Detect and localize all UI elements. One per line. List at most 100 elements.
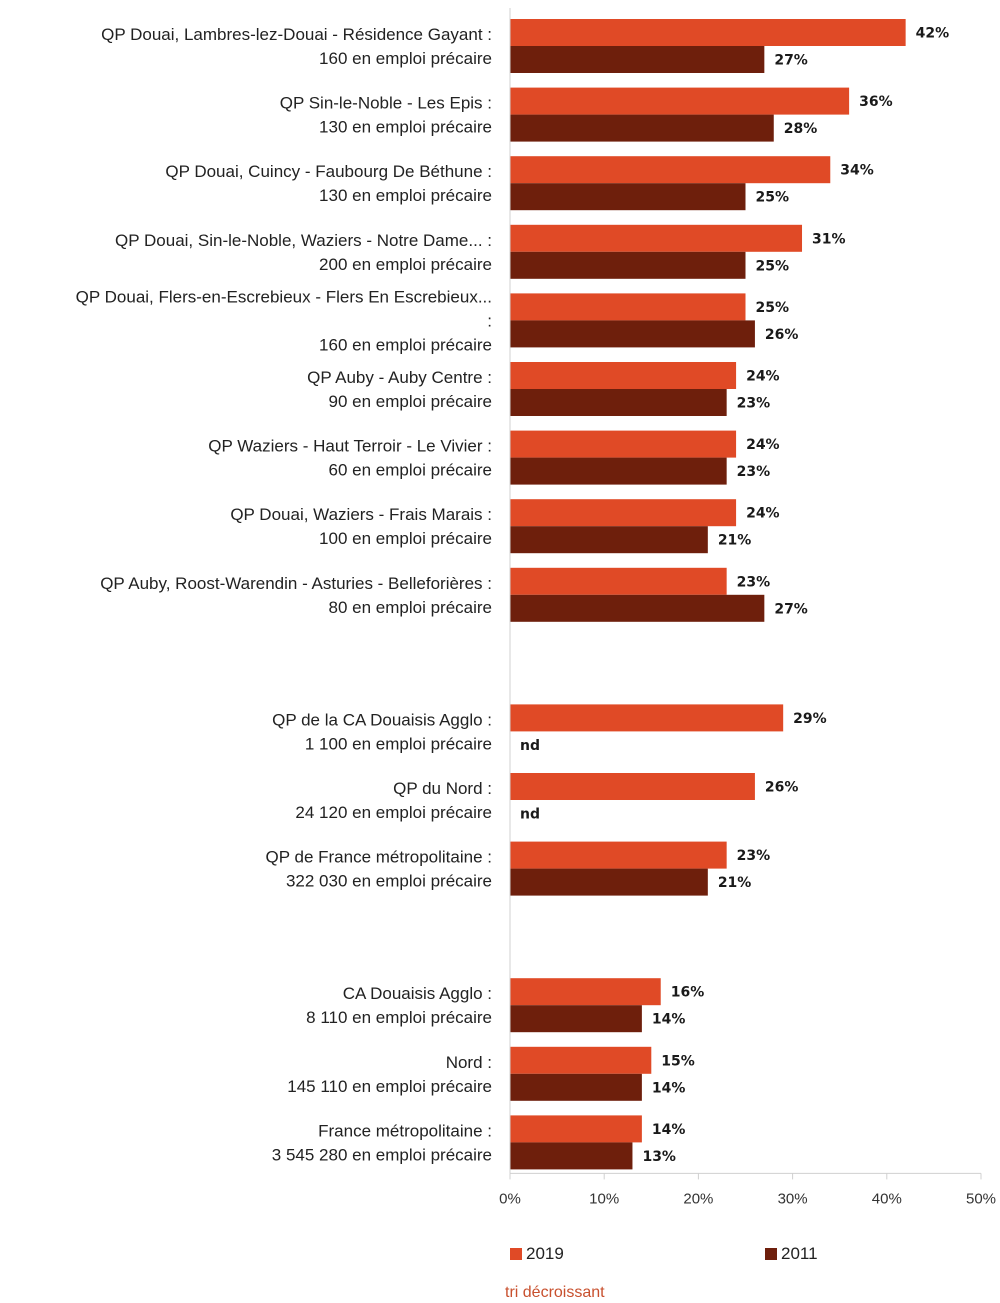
category-label: QP Douai, Flers-en-Escrebieux - Flers En…	[76, 287, 492, 306]
bar-2011	[510, 320, 755, 348]
x-tick-label: 50%	[966, 1190, 996, 1207]
x-tick-label: 20%	[683, 1190, 713, 1207]
bar-2019	[510, 978, 661, 1006]
value-label-2019: 16%	[671, 985, 705, 1001]
value-label-2011: 23%	[737, 464, 771, 480]
bar-chart: QP Douai, Lambres-lez-Douai - Résidence …	[76, 8, 996, 1207]
category-label: 160 en emploi précaire	[319, 335, 492, 354]
bar-2019	[510, 704, 784, 732]
bar-2019	[510, 841, 727, 869]
value-label-2019: 23%	[737, 848, 771, 864]
legend-label-2019: 2019	[526, 1244, 564, 1263]
bar-2019	[510, 1046, 652, 1074]
value-label-2011: 28%	[784, 121, 818, 137]
category-label: 145 110 en emploi précaire	[287, 1077, 492, 1096]
bar-2019	[510, 156, 831, 184]
category-label: France métropolitaine :	[318, 1121, 492, 1140]
category-label: 1 100 en emploi précaire	[305, 734, 492, 753]
value-label-2019: 42%	[916, 26, 950, 42]
category-label: 130 en emploi précaire	[319, 118, 492, 137]
category-label: 3 545 280 en emploi précaire	[272, 1145, 492, 1164]
category-label: 130 en emploi précaire	[319, 186, 492, 205]
value-label-2019: 36%	[859, 94, 893, 110]
value-label-2011: 25%	[756, 258, 790, 274]
value-label-2011: 26%	[765, 327, 799, 343]
category-label: Nord :	[446, 1053, 492, 1072]
sort-note: tri décroissant	[505, 1284, 605, 1301]
category-label: CA Douaisis Agglo :	[343, 984, 492, 1003]
category-label: QP Waziers - Haut Terroir - Le Vivier :	[208, 437, 492, 456]
bar-2019	[510, 499, 737, 527]
bar-2019	[510, 1115, 642, 1143]
bar-2011	[510, 46, 765, 73]
category-label: 80 en emploi précaire	[329, 598, 492, 617]
category-label: 200 en emploi précaire	[319, 255, 492, 274]
category-label: QP Douai, Waziers - Frais Marais :	[230, 505, 492, 524]
value-label-2019: 31%	[812, 231, 846, 247]
value-label-2011: 27%	[774, 601, 808, 617]
bar-2019	[510, 567, 727, 595]
value-label-2019: 24%	[746, 437, 780, 453]
value-label-2011: nd	[520, 807, 540, 823]
bar-2019	[510, 224, 803, 252]
bar-2019	[510, 19, 906, 46]
value-label-2019: 15%	[661, 1053, 695, 1069]
bar-2011	[510, 1073, 642, 1101]
x-tick-label: 30%	[778, 1190, 808, 1207]
bar-2011	[510, 457, 727, 485]
bar-2011	[510, 526, 708, 554]
category-label: QP Auby, Roost-Warendin - Asturies - Bel…	[100, 574, 492, 593]
x-tick-label: 10%	[589, 1190, 619, 1207]
x-tick-label: 0%	[499, 1190, 521, 1207]
bar-2011	[510, 183, 746, 211]
bar-2011	[510, 1005, 642, 1033]
bar-2011	[510, 251, 746, 279]
legend-swatch-2011	[765, 1248, 777, 1260]
bar-2011	[510, 389, 727, 416]
category-label: QP de la CA Douaisis Agglo :	[272, 710, 492, 729]
value-label-2011: 14%	[652, 1012, 686, 1028]
legend-label-2011: 2011	[781, 1244, 818, 1263]
category-label: 24 120 en emploi précaire	[295, 803, 492, 822]
category-label: QP Douai, Cuincy - Faubourg De Béthune :	[165, 162, 492, 181]
category-label: 160 en emploi précaire	[319, 49, 492, 68]
value-label-2011: 21%	[718, 875, 752, 891]
category-label: 8 110 en emploi précaire	[306, 1008, 492, 1027]
value-label-2019: 34%	[840, 163, 874, 179]
value-label-2011: nd	[520, 738, 540, 754]
bar-2011	[510, 868, 708, 896]
bar-2019	[510, 293, 746, 321]
category-label: QP du Nord :	[393, 779, 492, 798]
category-label: 100 en emploi précaire	[319, 529, 492, 548]
bar-2019	[510, 87, 850, 115]
category-label: 90 en emploi précaire	[329, 392, 492, 411]
category-label: :	[487, 311, 492, 330]
value-label-2011: 25%	[756, 190, 790, 206]
value-label-2011: 21%	[718, 533, 752, 549]
value-label-2011: 13%	[642, 1149, 676, 1165]
value-label-2019: 29%	[793, 711, 827, 727]
value-label-2019: 24%	[746, 369, 780, 385]
value-label-2011: 23%	[737, 396, 771, 412]
category-label: QP Douai, Lambres-lez-Douai - Résidence …	[101, 25, 492, 44]
value-label-2019: 26%	[765, 780, 799, 796]
category-label: QP Douai, Sin-le-Noble, Waziers - Notre …	[115, 231, 492, 250]
bar-2011	[510, 1142, 633, 1170]
category-label: QP Sin-le-Noble - Les Epis :	[280, 94, 492, 113]
value-label-2019: 14%	[652, 1122, 686, 1138]
category-label: QP de France métropolitaine :	[266, 848, 492, 867]
legend-item-2019: 2019	[510, 1244, 564, 1264]
category-label: 322 030 en emploi précaire	[286, 872, 492, 891]
value-label-2019: 23%	[737, 574, 771, 590]
bar-2011	[510, 594, 765, 622]
value-label-2019: 25%	[756, 300, 790, 316]
x-tick-label: 40%	[872, 1190, 902, 1207]
value-label-2011: 14%	[652, 1080, 686, 1096]
bar-2019	[510, 362, 737, 389]
bar-2019	[510, 773, 755, 800]
legend-swatch-2019	[510, 1248, 522, 1260]
bar-2019	[510, 430, 737, 458]
value-label-2011: 27%	[774, 53, 808, 69]
category-label: QP Auby - Auby Centre :	[307, 368, 492, 387]
bar-2011	[510, 114, 774, 142]
